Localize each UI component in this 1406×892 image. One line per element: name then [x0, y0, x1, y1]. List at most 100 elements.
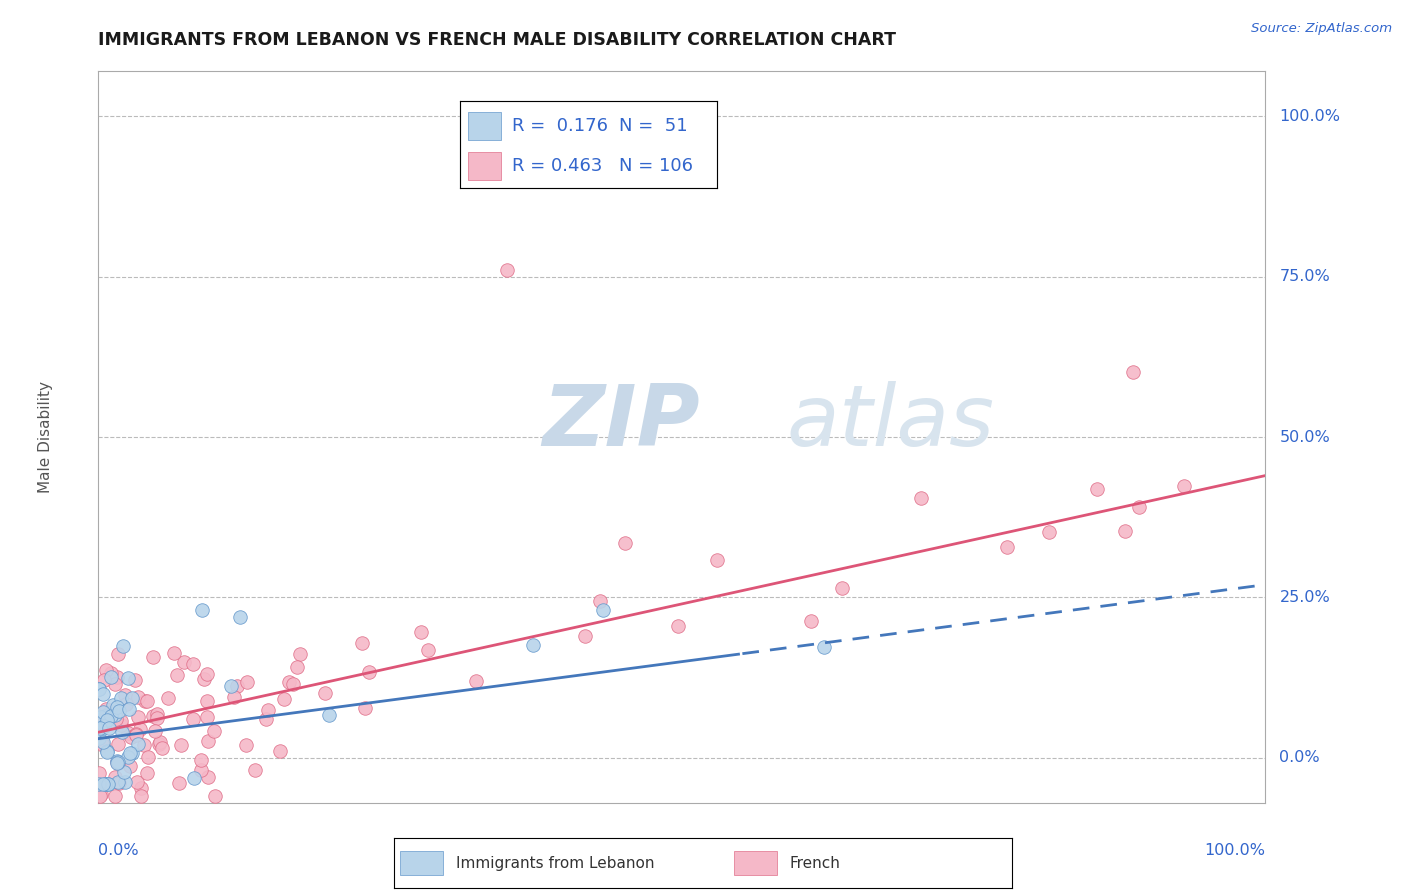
Point — [94, 702, 117, 716]
Point — [129, 789, 152, 804]
Point — [105, 710, 128, 724]
Point — [574, 629, 596, 643]
Point — [91, 734, 114, 748]
Point — [108, 704, 131, 718]
Text: 100.0%: 100.0% — [1205, 843, 1265, 858]
Point — [117, 671, 139, 685]
Point — [354, 701, 377, 715]
Bar — [734, 851, 778, 875]
Point — [98, 706, 121, 721]
Point — [104, 789, 127, 804]
Point — [96, 744, 118, 758]
Point — [281, 677, 304, 691]
Point — [87, 681, 110, 696]
Point — [100, 708, 122, 723]
Point — [100, 670, 122, 684]
Point — [91, 720, 114, 734]
Point — [273, 692, 295, 706]
Point — [236, 675, 259, 690]
Point — [411, 625, 433, 640]
Point — [256, 703, 278, 717]
Point — [225, 679, 247, 693]
Point — [190, 603, 212, 617]
Text: 25.0%: 25.0% — [1279, 590, 1330, 605]
Point — [104, 676, 127, 690]
Point — [114, 688, 136, 702]
Point — [136, 750, 159, 764]
Point — [121, 690, 143, 705]
Point — [465, 673, 488, 688]
Point — [100, 666, 122, 681]
Point — [134, 694, 156, 708]
Point — [219, 679, 242, 693]
Point — [125, 775, 148, 789]
Point — [125, 728, 148, 742]
Point — [120, 759, 142, 773]
Point — [107, 737, 129, 751]
Point — [910, 491, 932, 505]
Point — [228, 609, 250, 624]
Point — [93, 673, 115, 687]
Point — [277, 675, 299, 690]
Point — [495, 263, 517, 277]
Text: Male Disability: Male Disability — [38, 381, 53, 493]
Point — [91, 738, 114, 752]
Point — [117, 726, 139, 740]
Point — [416, 642, 439, 657]
Point — [614, 536, 637, 550]
Point — [285, 660, 308, 674]
Point — [314, 686, 336, 700]
Point — [91, 736, 114, 750]
Point — [127, 737, 149, 751]
Point — [107, 775, 129, 789]
Point — [163, 646, 186, 660]
Point — [136, 766, 159, 780]
Point — [107, 756, 129, 771]
Point — [90, 710, 112, 724]
Point — [222, 690, 245, 705]
Point — [183, 657, 205, 671]
Point — [142, 709, 165, 723]
Point — [89, 722, 111, 736]
Point — [146, 711, 169, 725]
Point — [107, 776, 129, 790]
Point — [107, 647, 129, 661]
Point — [104, 708, 127, 723]
Point — [89, 765, 111, 780]
Bar — [468, 152, 502, 179]
Point — [173, 656, 195, 670]
Point — [169, 738, 191, 752]
Point — [114, 764, 136, 779]
Point — [97, 776, 120, 790]
Text: R = 0.463: R = 0.463 — [512, 157, 602, 175]
Point — [111, 724, 134, 739]
Point — [101, 698, 124, 713]
Point — [96, 776, 118, 790]
Point — [195, 666, 218, 681]
Point — [105, 712, 128, 726]
Point — [142, 650, 165, 665]
Point — [89, 789, 111, 804]
Point — [111, 640, 134, 654]
Point — [89, 731, 111, 746]
Point — [98, 721, 121, 735]
Point — [800, 614, 823, 628]
Text: N =  51: N = 51 — [620, 117, 688, 135]
Point — [195, 694, 218, 708]
Point — [90, 714, 112, 729]
Point — [110, 690, 132, 705]
Point — [87, 681, 110, 696]
Point — [110, 714, 132, 728]
Point — [104, 770, 127, 784]
Point — [1038, 525, 1060, 540]
Point — [269, 744, 291, 758]
Text: 50.0%: 50.0% — [1279, 430, 1330, 444]
Point — [254, 712, 277, 726]
Point — [148, 737, 170, 751]
Point — [121, 730, 143, 744]
Point — [124, 673, 146, 688]
Point — [995, 541, 1018, 555]
Point — [93, 719, 115, 733]
Text: R =  0.176: R = 0.176 — [512, 117, 607, 135]
Point — [91, 705, 114, 719]
